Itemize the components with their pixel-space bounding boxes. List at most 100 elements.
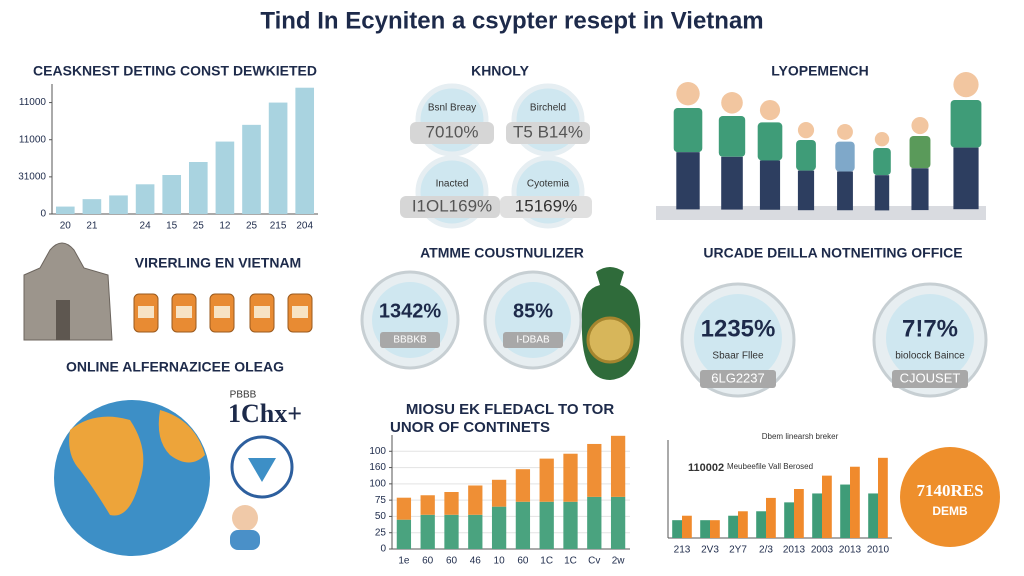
stat-label: Bircheld — [530, 103, 566, 114]
y-tick-label: 160 — [369, 462, 386, 473]
bar — [539, 501, 554, 549]
online-caption: PBBB — [230, 390, 257, 401]
bar — [840, 484, 850, 538]
bar — [728, 515, 738, 538]
y-tick-label: 25 — [375, 527, 387, 538]
stat-value: 1342% — [379, 300, 441, 322]
stat-circle-inner — [886, 294, 974, 382]
bar — [515, 469, 531, 502]
bar — [295, 87, 315, 214]
stat: Cyotemia 15169% — [500, 155, 592, 229]
y-tick-label: 11000 — [19, 134, 47, 145]
x-tick-label: 60 — [446, 556, 458, 567]
panel-heading: VIRERLING EN VIETNAM — [135, 255, 301, 271]
chart-title: CEASKNEST DETING CONST DEWKIETED — [33, 63, 317, 79]
y-tick-label: 0 — [380, 544, 386, 555]
person-legs — [874, 175, 890, 211]
chart-annotation: 110002 — [688, 462, 724, 474]
jars-illustration — [133, 293, 313, 333]
x-tick-label: 1C — [540, 556, 553, 567]
person-head — [911, 117, 929, 135]
stat-label: BBBKB — [393, 335, 427, 346]
consumer-panel: ATMME COUSTNULIZER 1342% BBBKB 85% I-DBA… — [360, 245, 641, 380]
chart-annotation: Dbem linearsh breker — [762, 432, 839, 441]
stat-code: CJOUSET — [900, 370, 961, 385]
chart-annotation: Meubeefile Vall Berosed — [727, 462, 813, 471]
x-tick-label: 2003 — [811, 545, 834, 556]
bar — [868, 493, 878, 538]
x-tick-label: 204 — [296, 221, 313, 232]
person-legs — [676, 152, 700, 210]
person-head — [874, 132, 890, 147]
online-value: 1Chx+ — [228, 399, 302, 428]
x-tick-label: 213 — [674, 545, 691, 556]
person-head — [797, 122, 815, 139]
chart-title: UNOR OF CONTINETS — [390, 419, 550, 436]
stat-circle-inner — [694, 294, 782, 382]
person-legs — [721, 156, 743, 210]
bar — [242, 124, 261, 214]
stat-value: T5 B14% — [513, 122, 583, 141]
person-legs — [911, 168, 929, 211]
emblem-icon — [230, 435, 294, 499]
stat-band — [380, 332, 440, 348]
emblem-shield — [248, 458, 276, 482]
stat-value: 7010% — [426, 122, 479, 141]
bar — [109, 195, 128, 214]
y-tick-label: 100 — [369, 478, 386, 489]
stat-band — [506, 122, 590, 144]
bar — [794, 489, 804, 538]
stats-panel: KHNOLY Bsnl Breay 7010% Bircheld T5 B14%… — [400, 63, 592, 229]
stat-value: 7!7% — [902, 315, 958, 342]
person-head — [676, 82, 700, 106]
people-illustration: LYOPEMENCH — [656, 63, 986, 220]
bar — [700, 520, 710, 538]
bar — [563, 501, 578, 549]
bar — [396, 497, 412, 520]
x-tick-label: 2013 — [839, 545, 862, 556]
badge-value: 7140RES — [916, 481, 983, 500]
bar — [55, 206, 75, 214]
office-panel: URCADE DEILLA NOTNEITING OFFICE 1235% Sb… — [680, 245, 988, 398]
stat-band — [500, 196, 592, 218]
y-tick-label: 75 — [375, 495, 387, 506]
stat-code: 6LG2237 — [711, 370, 765, 385]
stat-band — [892, 370, 968, 388]
stat: Inacted I1OL169% — [400, 155, 500, 229]
stat: Bircheld T5 B14% — [506, 83, 590, 157]
stat: Bsnl Breay 7010% — [410, 83, 494, 157]
bar — [850, 466, 860, 538]
online-panel: ONLINE ALFERNAZICEE OLEAG PBBB 1Chx+ — [54, 359, 302, 556]
person-torso — [950, 100, 982, 148]
person-legs — [837, 171, 853, 211]
bar — [468, 514, 483, 549]
y-tick-label: 11000 — [19, 97, 47, 108]
bar — [587, 443, 602, 497]
x-tick-label: 12 — [219, 221, 231, 232]
stat-label: Cyotemia — [527, 179, 570, 190]
x-tick-label: 20 — [60, 221, 72, 232]
stat-value: I1OL169% — [412, 196, 492, 215]
stat-label: Sbaar Fllee — [712, 351, 764, 362]
person-head — [759, 100, 781, 121]
person-torso — [796, 140, 816, 171]
x-tick-label: 2/3 — [759, 545, 773, 556]
person-head — [837, 124, 853, 140]
x-tick-label: 2013 — [783, 545, 806, 556]
bar — [710, 520, 720, 538]
badge-label: DEMB — [932, 504, 968, 518]
y-tick-label: 50 — [375, 511, 387, 522]
panel-heading: URCADE DEILLA NOTNEITING OFFICE — [703, 245, 962, 261]
building-icon — [23, 242, 113, 341]
bar — [420, 514, 435, 549]
page-title: Tind In Ecyniten a csypter resept in Vie… — [260, 7, 763, 34]
x-tick-label: 1C — [564, 556, 577, 567]
panel-heading: KHNOLY — [471, 63, 529, 79]
bar — [766, 497, 776, 538]
stat-value: 85% — [513, 300, 553, 322]
x-tick-label: 2010 — [867, 545, 890, 556]
x-tick-label: 215 — [270, 221, 287, 232]
panel-heading: ONLINE ALFERNAZICEE OLEAG — [66, 359, 284, 375]
bar — [738, 511, 748, 538]
bar — [491, 479, 507, 507]
